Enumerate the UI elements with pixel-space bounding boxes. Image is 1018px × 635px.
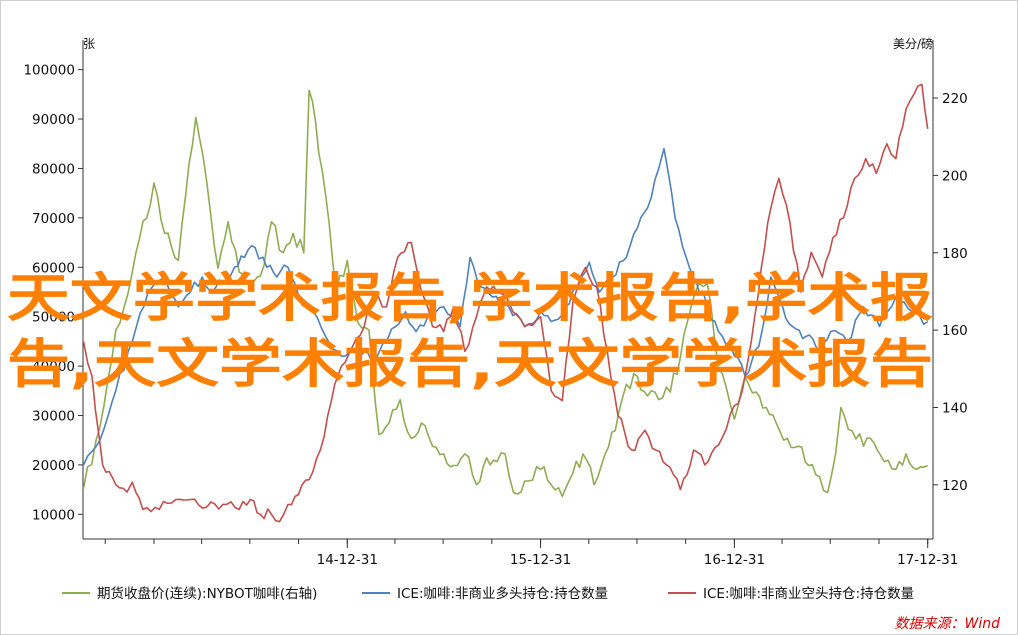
- right-tick-label: 120: [942, 478, 968, 494]
- legend-label: ICE:咖啡:非商业多头持仓:持仓数量: [397, 585, 608, 602]
- overlay-watermark: 天文学学术报告,学术报告,学术报 告,天文学术报告,天文学学术报告: [7, 269, 933, 395]
- left-tick-label: 50000: [32, 310, 75, 326]
- series-line-1: [82, 89, 929, 498]
- x-axis: 14-12-31 15-12-31 16-12-31 17-12-31: [104, 539, 958, 568]
- legend-label: ICE:咖啡:非商业空头持仓:持仓数量: [703, 586, 914, 602]
- left-axis-unit: 张: [83, 37, 95, 51]
- legend: 期货收盘价(连续):NYBOT咖啡(右轴) ICE:咖啡:非商业多头持仓:持仓数量…: [62, 585, 914, 602]
- left-axis: 10000 20000 30000 40000 50000 60000 70000 80000…: [23, 63, 83, 523]
- legend-label: 期货收盘价(连续):NYBOT咖啡(右轴): [97, 585, 317, 602]
- series-line-2: [82, 147, 929, 466]
- right-tick-label: 160: [942, 323, 968, 339]
- overlay-line-1: 天文学学术报告,学术报告,学术报: [7, 269, 933, 329]
- left-tick-label: 80000: [32, 161, 75, 177]
- plot-area: [82, 40, 934, 540]
- series-line-3: [82, 83, 929, 523]
- left-tick-label: 100000: [23, 63, 75, 79]
- left-tick-label: 30000: [32, 408, 75, 424]
- x-tick-label: 16-12-31: [704, 552, 765, 568]
- right-tick-label: 180: [942, 246, 968, 262]
- right-tick-label: 140: [942, 400, 968, 416]
- x-tick-label: 14-12-31: [317, 552, 378, 568]
- left-tick-label: 90000: [32, 112, 75, 128]
- left-tick-label: 70000: [32, 211, 75, 227]
- source-note: 数据来源：Wind: [895, 616, 1001, 632]
- x-tick-label: 17-12-31: [897, 552, 958, 568]
- left-tick-label: 20000: [32, 458, 75, 474]
- right-tick-label: 200: [942, 168, 968, 184]
- right-axis: 120 140 160 180 200 220: [933, 91, 968, 494]
- right-axis-unit: 美分/磅: [893, 36, 933, 51]
- series-layer: [82, 83, 929, 523]
- left-tick-label: 60000: [32, 260, 75, 276]
- left-tick-label: 40000: [32, 359, 75, 375]
- right-tick-label: 220: [942, 91, 968, 107]
- overlay-line-2: 告,天文学术报告,天文学学术报告: [7, 335, 933, 395]
- left-tick-label: 10000: [32, 507, 75, 523]
- x-tick-label: 15-12-31: [510, 552, 571, 568]
